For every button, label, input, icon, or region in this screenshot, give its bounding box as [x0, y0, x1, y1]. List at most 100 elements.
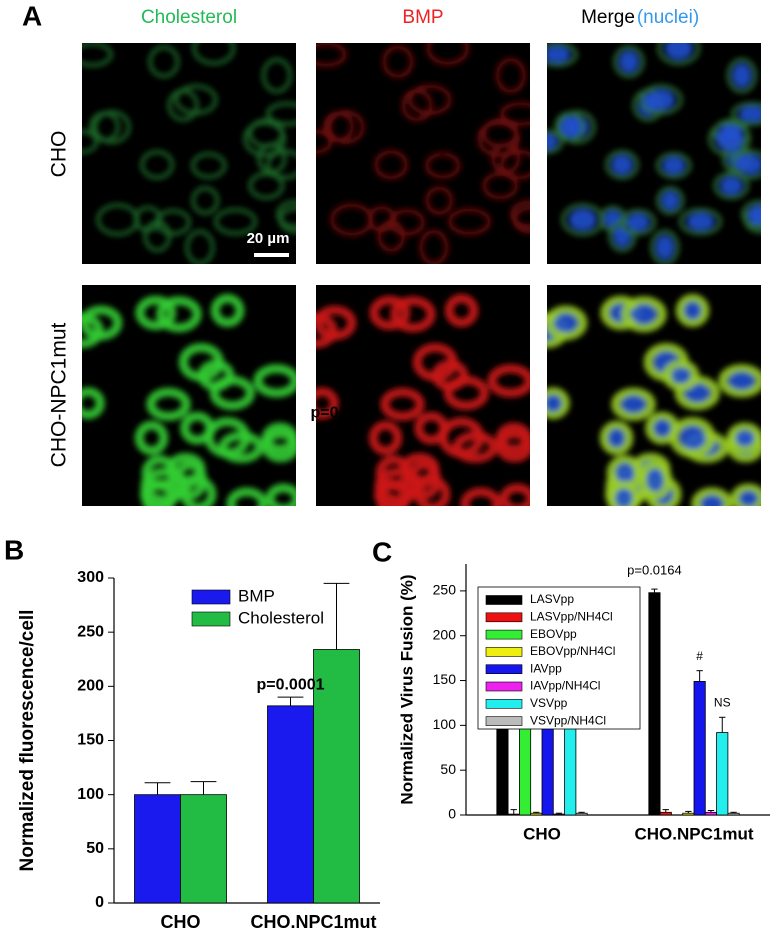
nucleus	[739, 490, 758, 506]
legend-swatch	[485, 681, 523, 692]
cell	[253, 364, 296, 398]
cell	[380, 387, 425, 421]
cell	[141, 480, 176, 506]
cell	[599, 420, 634, 456]
panel-label: B	[4, 534, 24, 565]
cell	[438, 417, 485, 458]
cell	[650, 229, 680, 264]
cell	[678, 207, 723, 236]
cell	[261, 57, 293, 94]
nucleus	[647, 89, 675, 110]
cell	[248, 171, 285, 200]
bar	[704, 811, 717, 816]
cell	[425, 186, 454, 215]
legend-label: VSVpp/NH4Cl	[530, 713, 606, 727]
nucleus	[614, 488, 633, 506]
cell	[669, 417, 716, 458]
cell	[447, 207, 492, 236]
cell	[89, 111, 121, 143]
cell	[148, 45, 180, 79]
cell	[368, 420, 403, 456]
cell	[140, 149, 175, 180]
cell	[204, 417, 251, 458]
error-bar	[578, 811, 585, 814]
cell	[316, 305, 357, 341]
error-bar	[533, 811, 540, 814]
cells	[316, 43, 530, 264]
legend-label: LASVpp/NH4Cl	[530, 609, 613, 623]
error-bar	[510, 809, 517, 815]
nucleus	[720, 176, 743, 195]
cell	[561, 203, 605, 237]
error-bar	[651, 588, 658, 593]
x-tick-label: CHO	[523, 824, 561, 843]
cell	[731, 101, 761, 126]
cell	[510, 199, 530, 229]
error-bar	[719, 716, 726, 733]
cell	[82, 387, 105, 420]
bar	[313, 649, 360, 904]
cell	[327, 110, 365, 145]
cell	[460, 487, 502, 506]
nucleus	[715, 126, 744, 151]
x-tick-label: CHO	[161, 912, 201, 932]
cell	[243, 120, 286, 157]
cell	[426, 43, 470, 66]
cell	[172, 460, 208, 500]
cell	[619, 208, 657, 236]
y-tick-label: 0	[448, 806, 456, 822]
nucleus	[655, 235, 674, 260]
cell	[382, 45, 414, 79]
cell	[316, 43, 347, 68]
y-tick-label: 200	[77, 678, 104, 695]
cell	[316, 129, 333, 155]
cells	[82, 43, 296, 264]
nucleus	[615, 462, 635, 483]
nucleus	[735, 429, 755, 447]
cell	[613, 45, 645, 79]
cell	[547, 129, 564, 155]
column-note: (nuclei)	[637, 7, 699, 28]
row-label: CHO-NPC1mut	[48, 322, 71, 467]
nucleus	[728, 371, 755, 390]
column-title: BMP	[402, 7, 443, 28]
column-title: Merge	[581, 7, 635, 28]
bar	[180, 794, 227, 904]
cell	[82, 129, 99, 155]
nucleus	[568, 208, 597, 231]
cell	[369, 295, 411, 331]
legend-swatch	[485, 647, 523, 657]
cell	[226, 487, 268, 506]
cell	[726, 422, 761, 454]
cell	[82, 43, 113, 68]
cell	[713, 171, 750, 200]
cell	[621, 296, 667, 333]
cell	[708, 120, 751, 157]
nucleus	[738, 154, 761, 175]
cell	[261, 422, 296, 454]
bar	[716, 732, 729, 816]
cell	[547, 43, 578, 68]
cell	[390, 296, 436, 333]
nucleus	[554, 313, 578, 333]
panel-label: C	[372, 536, 392, 567]
column-title: Cholesterol	[141, 7, 237, 28]
cell	[134, 420, 169, 456]
cell	[374, 149, 409, 180]
cell	[408, 84, 452, 116]
nucleus	[748, 204, 761, 224]
legend-label: EBOVpp	[530, 627, 577, 641]
annotation: p=0.0001	[256, 676, 324, 693]
cell	[316, 387, 339, 420]
nucleus	[732, 63, 752, 88]
cell	[639, 84, 683, 116]
legend-swatch	[485, 716, 523, 726]
legend-swatch	[485, 595, 523, 605]
bar	[727, 812, 740, 816]
y-tick-label: 50	[86, 840, 104, 857]
error-bar	[730, 811, 737, 814]
nucleus	[664, 43, 693, 60]
annotation: NS	[714, 695, 731, 709]
cell	[419, 229, 449, 264]
